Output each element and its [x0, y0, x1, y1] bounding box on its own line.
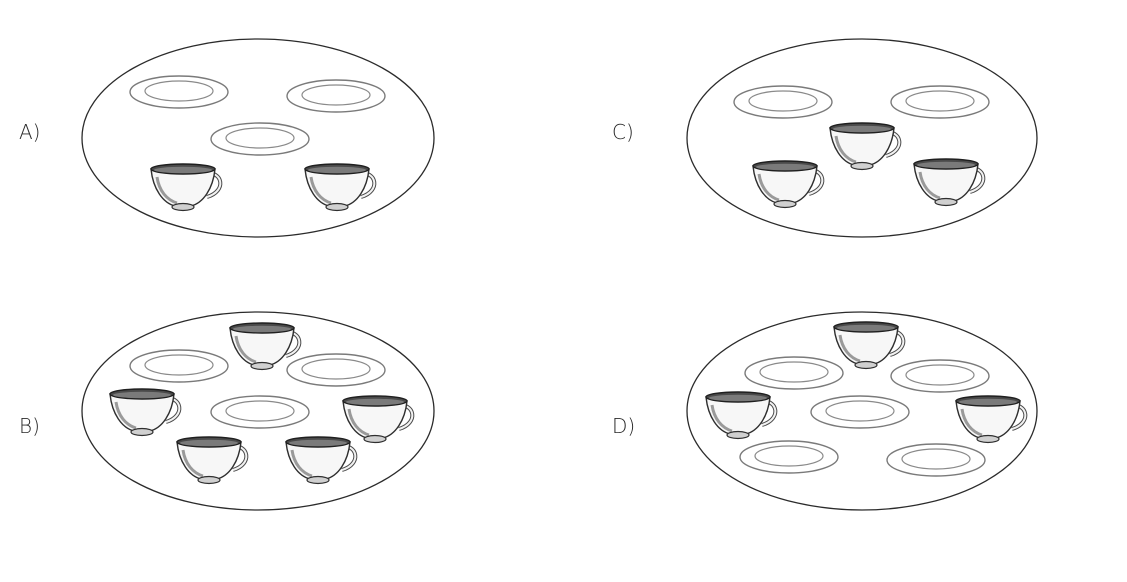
cup-icon — [704, 390, 778, 441]
plate-icon — [739, 440, 839, 474]
cup-icon — [228, 321, 302, 372]
plate-icon — [210, 122, 310, 156]
option-c-group — [686, 38, 1038, 238]
option-label-d: D) — [612, 414, 636, 438]
cup-icon — [828, 121, 902, 172]
plate-icon — [810, 395, 910, 429]
option-b-group — [81, 311, 435, 511]
cup-icon — [303, 162, 377, 213]
plate-icon — [890, 85, 990, 119]
cup-icon — [954, 394, 1028, 445]
plate-icon — [286, 353, 386, 387]
plate-icon — [890, 359, 990, 393]
cup-icon — [284, 435, 358, 486]
cup-icon — [108, 387, 182, 438]
plate-icon — [210, 395, 310, 429]
option-c-ellipse — [686, 38, 1038, 238]
plate-icon — [129, 349, 229, 383]
cup-icon — [175, 435, 249, 486]
option-d-group — [686, 311, 1038, 511]
plate-icon — [744, 356, 844, 390]
option-b-ellipse — [81, 311, 435, 511]
plate-icon — [286, 79, 386, 113]
cup-icon — [751, 159, 825, 210]
option-a-group — [81, 38, 435, 238]
option-label-b: B) — [19, 414, 40, 438]
cup-icon — [341, 394, 415, 445]
option-label-c: C) — [612, 120, 634, 144]
plate-icon — [129, 75, 229, 109]
option-a-ellipse — [81, 38, 435, 238]
cup-icon — [832, 320, 906, 371]
option-d-ellipse — [686, 311, 1038, 511]
option-label-a: A) — [19, 120, 41, 144]
cup-icon — [912, 157, 986, 208]
plate-icon — [733, 85, 833, 119]
plate-icon — [886, 443, 986, 477]
cup-icon — [149, 162, 223, 213]
